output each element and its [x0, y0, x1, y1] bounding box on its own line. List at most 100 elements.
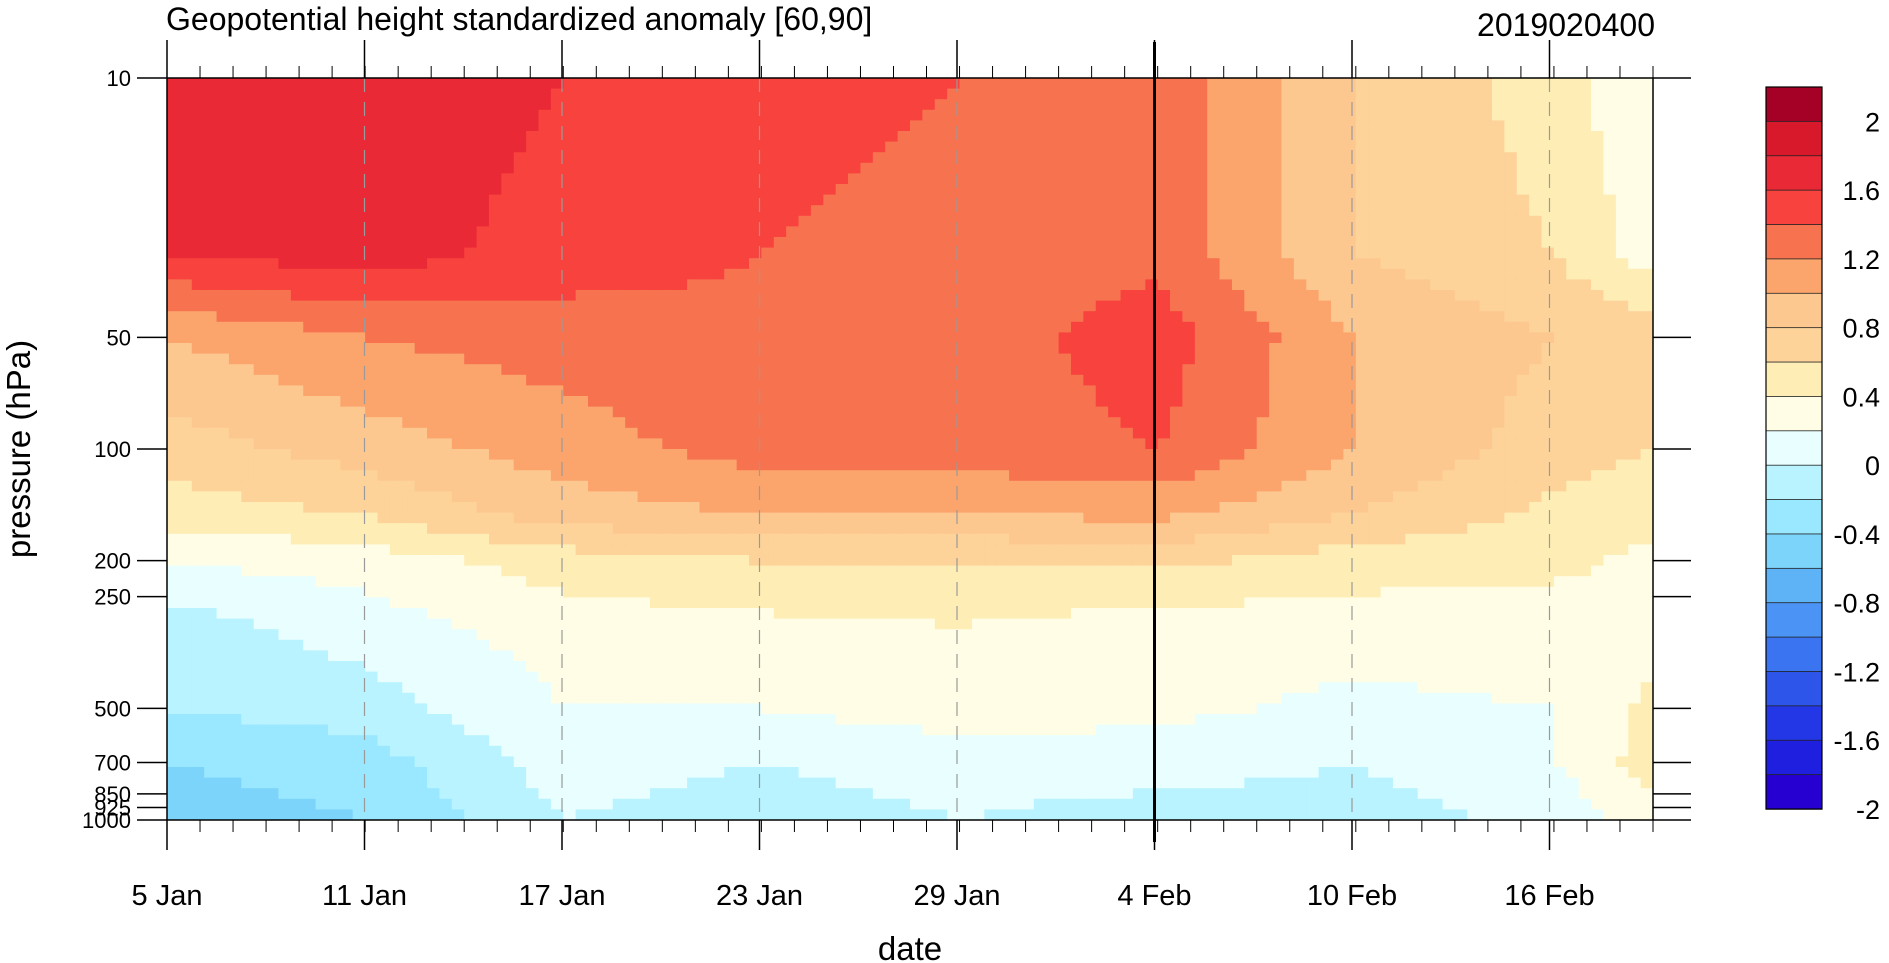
field-cell	[687, 343, 701, 355]
field-cell	[501, 480, 515, 492]
field-cell	[662, 290, 676, 302]
field-cell	[228, 629, 242, 641]
field-cell	[934, 714, 948, 726]
field-cell	[749, 237, 762, 249]
field-cell	[835, 279, 849, 291]
field-cell	[167, 767, 180, 779]
field-cell	[872, 533, 886, 545]
field-cell	[1046, 194, 1060, 206]
field-cell	[327, 788, 341, 800]
field-cell	[687, 374, 701, 386]
field-cell	[798, 268, 812, 280]
field-cell	[427, 194, 441, 206]
field-cell	[724, 449, 738, 461]
field-cell	[476, 629, 490, 641]
field-cell	[996, 470, 1010, 482]
field-cell	[922, 162, 936, 174]
field-cell	[996, 120, 1010, 132]
field-cell	[352, 290, 366, 302]
field-cell	[711, 565, 725, 577]
field-cell	[303, 194, 317, 206]
field-cell	[736, 756, 750, 768]
field-cell	[167, 141, 180, 153]
field-cell	[810, 544, 824, 556]
field-cell	[971, 311, 985, 323]
field-cell	[934, 184, 948, 196]
field-cell	[365, 247, 379, 259]
field-cell	[427, 788, 441, 800]
field-cell	[352, 120, 366, 132]
field-cell	[637, 226, 651, 238]
field-cell	[625, 205, 639, 217]
field-cell	[204, 162, 218, 174]
field-cell	[191, 205, 205, 217]
field-cell	[278, 353, 292, 365]
field-cell	[786, 215, 800, 227]
field-cell	[538, 279, 552, 291]
field-cell	[526, 88, 540, 100]
field-cell	[1021, 88, 1035, 100]
field-cell	[327, 374, 341, 386]
field-cell	[959, 99, 973, 111]
field-cell	[476, 141, 490, 153]
field-cell	[922, 735, 936, 747]
field-cell	[352, 88, 366, 100]
field-cell	[191, 396, 205, 408]
field-cell	[389, 99, 403, 111]
field-cell	[823, 756, 837, 768]
field-cell	[563, 565, 577, 577]
field-cell	[402, 237, 416, 249]
field-cell	[637, 268, 651, 280]
field-cell	[1033, 724, 1047, 736]
field-cell	[588, 396, 602, 408]
field-cell	[340, 777, 354, 789]
field-cell	[340, 692, 354, 704]
field-cell	[204, 565, 218, 577]
field-cell	[612, 364, 626, 376]
field-cell	[204, 109, 218, 121]
field-cell	[501, 215, 515, 227]
field-cell	[266, 99, 280, 111]
field-cell	[711, 226, 725, 238]
field-cell	[389, 618, 403, 630]
field-cell	[402, 480, 416, 492]
field-cell	[290, 268, 304, 280]
field-cell	[798, 703, 812, 715]
field-cell	[761, 735, 775, 747]
field-cell	[860, 724, 874, 736]
field-cell	[835, 88, 849, 100]
field-cell	[773, 226, 787, 238]
field-cell	[835, 639, 849, 651]
field-cell	[278, 374, 292, 386]
field-cell	[835, 618, 849, 630]
field-cell	[439, 88, 453, 100]
field-cell	[761, 184, 775, 196]
field-cell	[773, 576, 787, 588]
field-cell	[922, 512, 936, 524]
field-cell	[910, 88, 923, 100]
field-cell	[823, 427, 837, 439]
field-cell	[278, 756, 292, 768]
field-cell	[1009, 226, 1023, 238]
field-cell	[687, 777, 701, 789]
field-cell	[860, 321, 874, 333]
field-cell	[327, 332, 341, 344]
field-cell	[538, 205, 552, 217]
field-cell	[1033, 714, 1047, 726]
field-cell	[922, 300, 936, 312]
field-cell	[538, 300, 552, 312]
field-cell	[513, 279, 527, 291]
field-cell	[427, 131, 441, 143]
field-cell	[810, 385, 824, 397]
field-cell	[848, 491, 862, 503]
field-cell	[167, 502, 180, 514]
field-cell	[996, 661, 1010, 673]
field-cell	[984, 608, 998, 620]
field-cell	[303, 512, 317, 524]
field-cell	[798, 162, 812, 174]
field-cell	[315, 131, 329, 143]
field-cell	[550, 205, 564, 217]
field-cell	[303, 491, 317, 503]
field-cell	[823, 88, 837, 100]
